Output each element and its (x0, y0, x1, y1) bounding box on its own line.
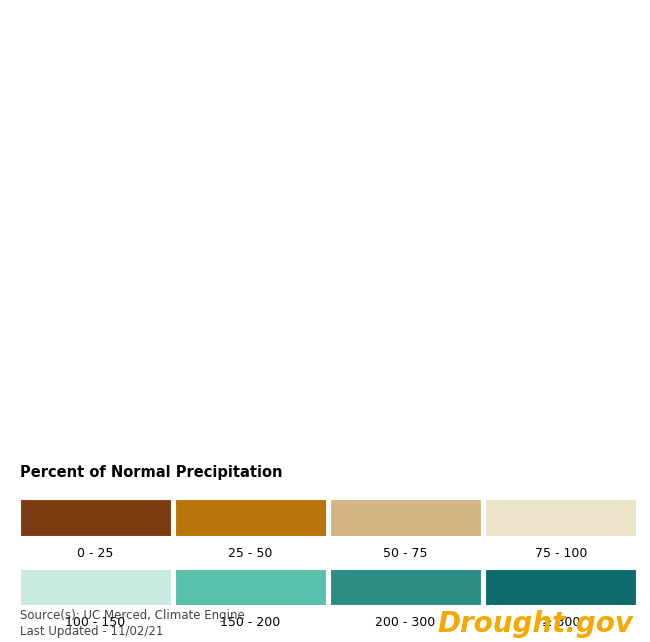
Bar (20, 569, 171, 605)
Text: Percent of Normal Precipitation: Percent of Normal Precipitation (20, 465, 282, 480)
Bar (330, 499, 481, 536)
Text: 150 - 200: 150 - 200 (220, 616, 280, 629)
Text: 100 - 150: 100 - 150 (65, 616, 125, 629)
Bar (485, 569, 636, 605)
Text: Drought.gov: Drought.gov (437, 611, 634, 638)
Text: Last Updated - 11/02/21: Last Updated - 11/02/21 (20, 625, 163, 638)
Text: ≥ 300: ≥ 300 (541, 616, 580, 629)
Text: 0 - 25: 0 - 25 (77, 547, 113, 560)
Text: 50 - 75: 50 - 75 (384, 547, 428, 560)
Bar (175, 569, 326, 605)
Text: 200 - 300: 200 - 300 (376, 616, 436, 629)
Text: Source(s): UC Merced, Climate Engine: Source(s): UC Merced, Climate Engine (20, 609, 244, 622)
Text: 25 - 50: 25 - 50 (228, 547, 272, 560)
Bar (485, 499, 636, 536)
Bar (20, 499, 171, 536)
Bar (175, 499, 326, 536)
Bar (330, 569, 481, 605)
Text: 75 - 100: 75 - 100 (534, 547, 587, 560)
